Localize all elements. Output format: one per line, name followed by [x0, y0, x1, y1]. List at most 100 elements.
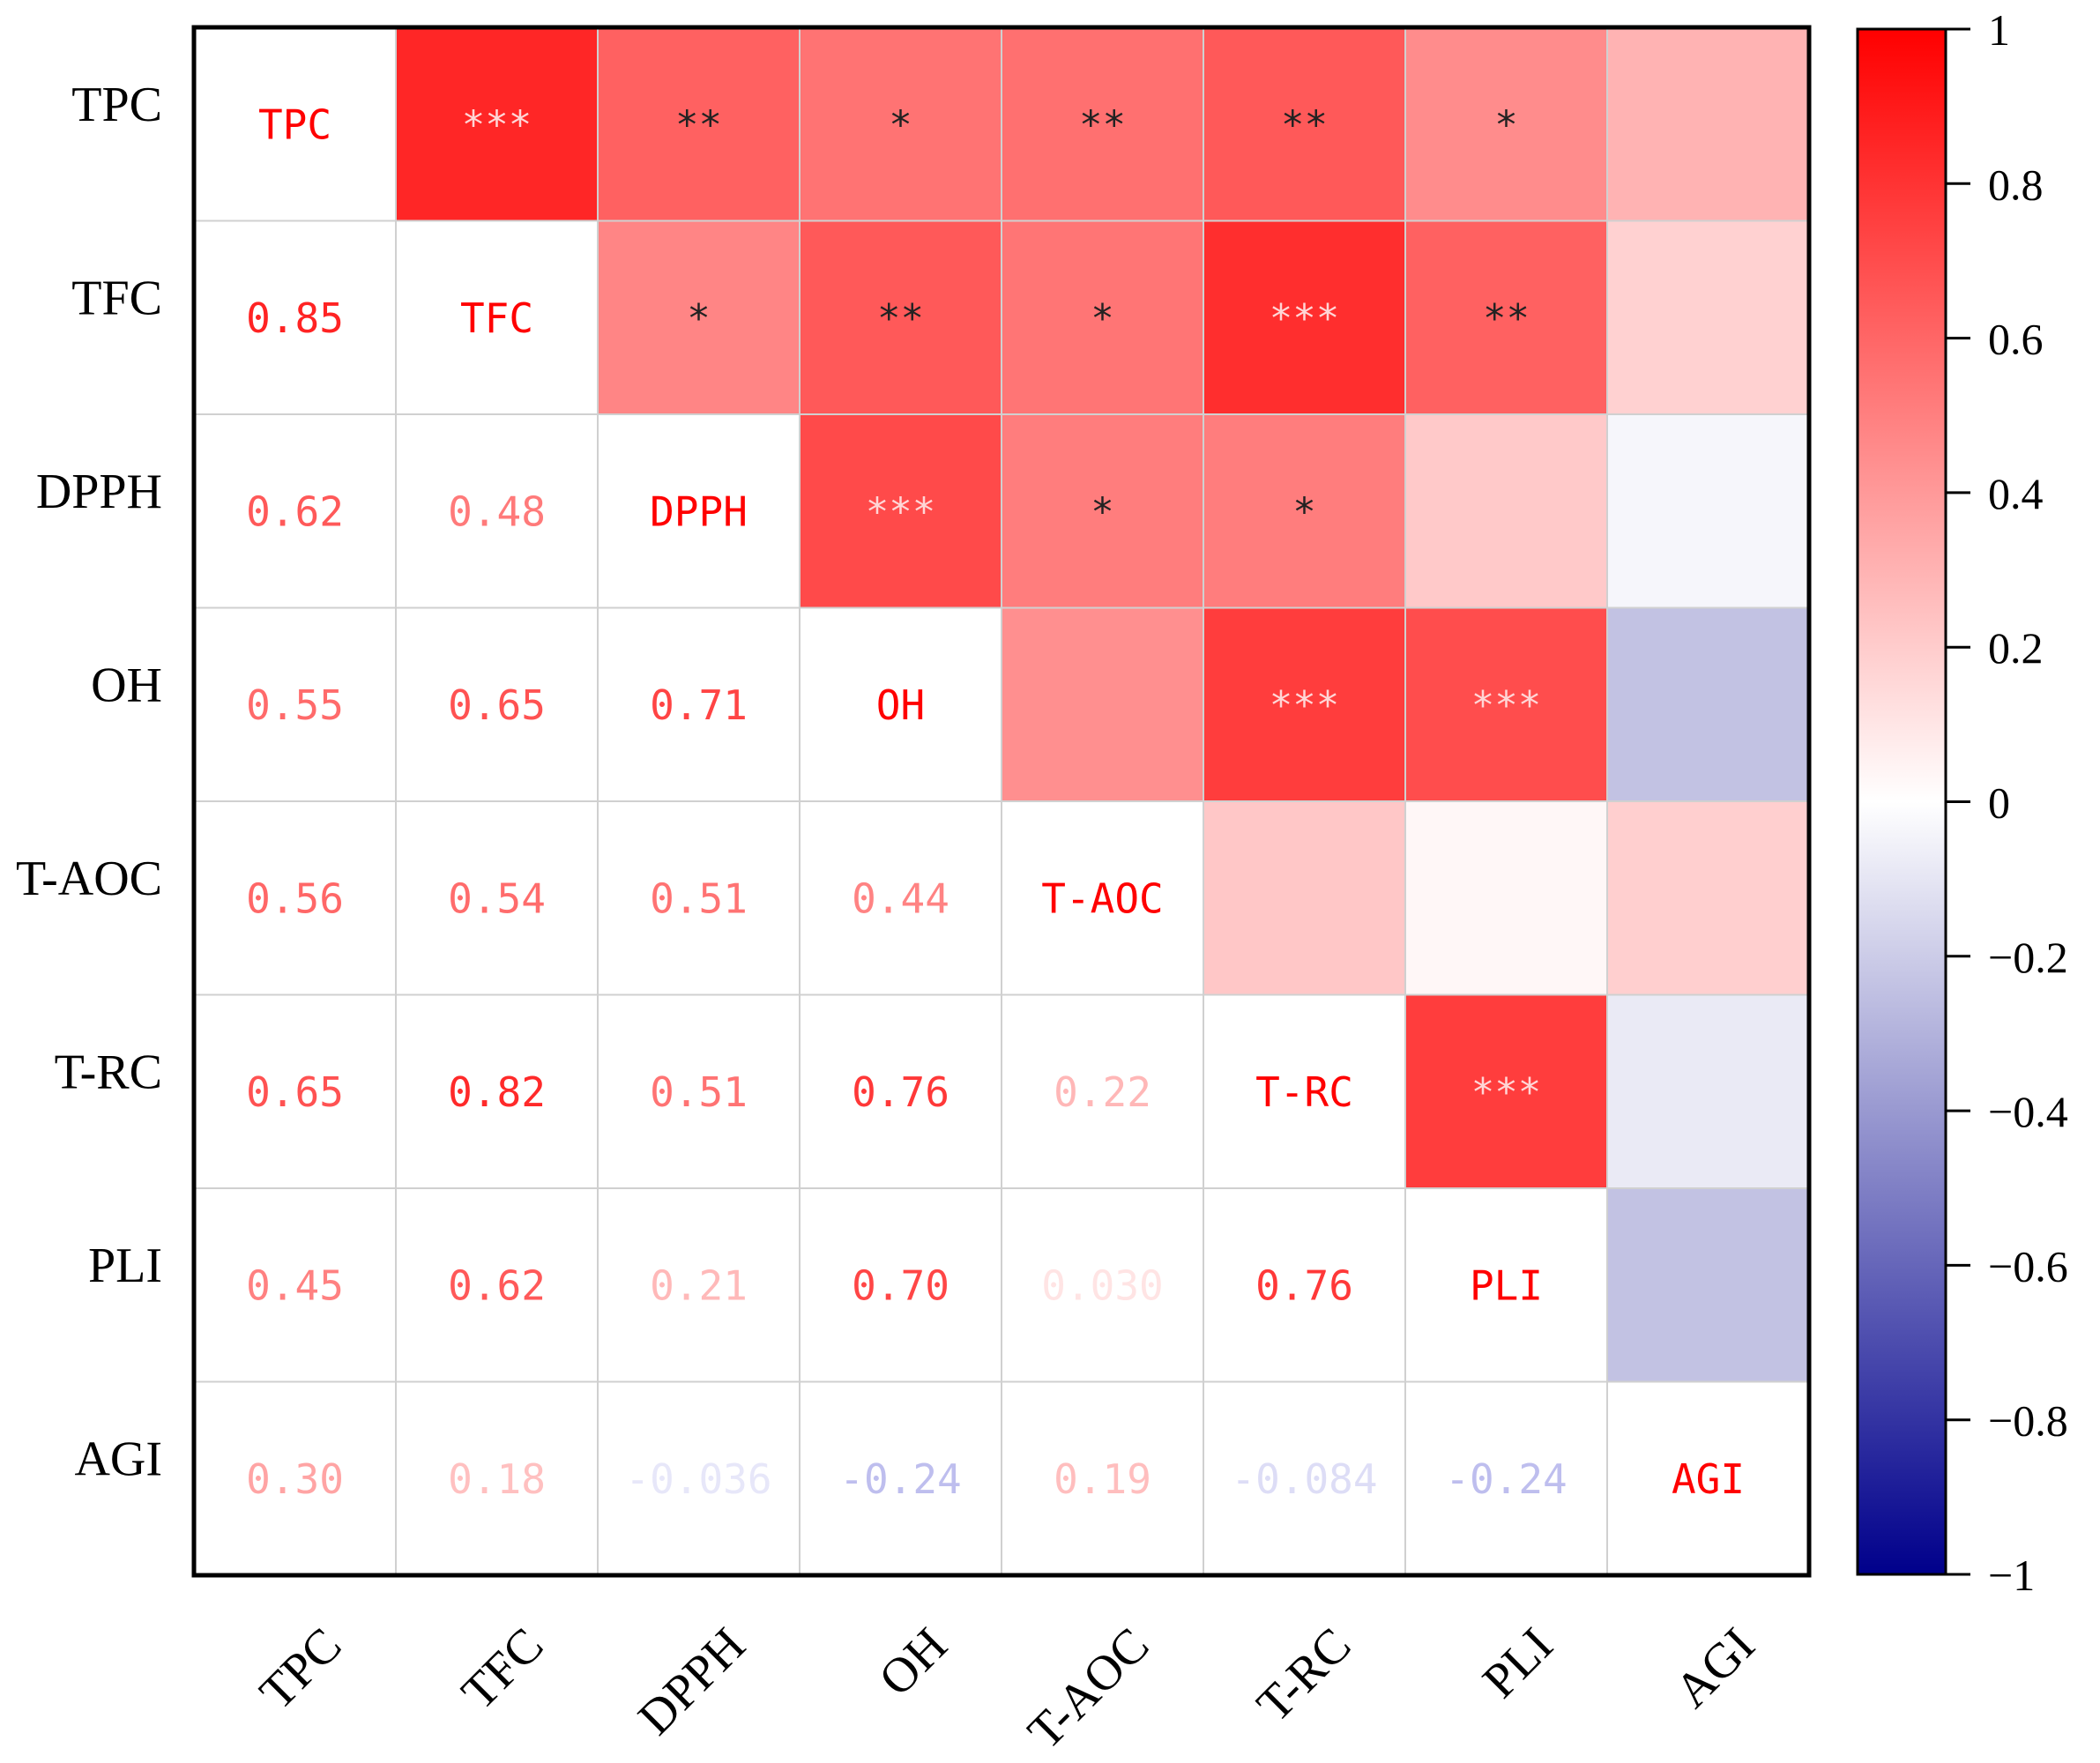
heatmap-cell — [395, 1187, 599, 1383]
colorbar-tick-label: 1 — [1988, 5, 2010, 55]
column-label: PLI — [1472, 1618, 1563, 1708]
cell-value-label: 0.18 — [448, 1455, 546, 1503]
colorbar-gradient — [1856, 27, 1947, 1576]
heatmap-cell — [1404, 413, 1608, 609]
significance-marker: * — [1494, 103, 1518, 148]
heatmap-cell — [1203, 800, 1406, 996]
heatmap-cell — [193, 800, 397, 996]
heatmap-cell — [193, 1187, 397, 1383]
colorbar-tick-label: 0.2 — [1988, 623, 2044, 673]
significance-marker: *** — [1471, 683, 1541, 728]
cell-value-label: 0.55 — [246, 681, 344, 729]
cell-value-label: 0.48 — [448, 487, 546, 535]
heatmap-cell — [1001, 26, 1204, 222]
heatmap-cell — [1001, 800, 1204, 996]
heatmap-cell — [395, 606, 599, 802]
heatmap-cell — [1404, 1187, 1608, 1383]
heatmap-cell — [193, 1380, 397, 1576]
row-label: TFC — [71, 271, 162, 325]
column-labels: TPC TFC DPPH OH T-AOC T-RC PLI AGI — [249, 1618, 1765, 1759]
heatmap-cell — [597, 413, 801, 609]
heatmap-cell — [1001, 413, 1204, 609]
heatmap-cell — [1001, 1187, 1204, 1383]
heatmap-cell — [1606, 800, 1810, 996]
diagonal-variable-label: T-AOC — [1041, 874, 1163, 922]
cell-value-label: 0.22 — [1054, 1068, 1151, 1116]
column-label: TPC — [249, 1618, 352, 1720]
cell-value-label: 0.21 — [650, 1261, 748, 1309]
heatmap-cell — [395, 800, 599, 996]
diagonal-variable-label: OH — [876, 681, 925, 729]
column-label: TFC — [451, 1618, 554, 1720]
cell-value-label: 0.65 — [246, 1068, 344, 1116]
heatmap-cell-labels: TPC *** ** * ** ** *0.85 TFC * ** * *** **0.62 0.48 DP… — [246, 100, 1745, 1503]
heatmap-cell — [1203, 993, 1406, 1189]
heatmap-cell — [1203, 413, 1406, 609]
heatmap-cell — [1203, 606, 1406, 802]
cell-value-label: 0.62 — [448, 1261, 546, 1309]
cell-value-label: 0.76 — [1255, 1261, 1353, 1309]
heatmap-cell — [1404, 219, 1608, 415]
diagonal-variable-label: TPC — [258, 100, 331, 148]
diagonal-variable-label: TFC — [460, 294, 533, 342]
cell-value-label: 0.70 — [852, 1261, 949, 1309]
heatmap-cell — [799, 1380, 1002, 1576]
colorbar-ticks: 1 0.8 0.6 0.4 0.2 0 −0.2 −0.4 −0.6 −0.8 −1 — [1946, 5, 2068, 1600]
heatmap-cell — [395, 26, 599, 222]
row-label: T-AOC — [16, 852, 162, 906]
column-label: T-AOC — [1017, 1618, 1159, 1759]
heatmap-cell — [799, 1187, 1002, 1383]
row-label: OH — [91, 658, 162, 712]
colorbar-tick-label: −0.4 — [1988, 1087, 2068, 1136]
column-label: OH — [868, 1618, 957, 1707]
significance-marker: * — [687, 296, 711, 341]
heatmap-cells — [193, 26, 1810, 1576]
heatmap-cell — [1203, 219, 1406, 415]
row-label: T-RC — [55, 1045, 162, 1099]
cell-value-label: 0.44 — [852, 874, 949, 922]
heatmap-cell — [1203, 1380, 1406, 1576]
cell-value-label: 0.56 — [246, 874, 344, 922]
cell-value-label: -0.24 — [839, 1455, 961, 1503]
cell-value-label: 0.45 — [246, 1261, 344, 1309]
cell-value-label: 0.51 — [650, 874, 748, 922]
colorbar-tick-label: −0.6 — [1988, 1241, 2068, 1291]
cell-value-label: 0.71 — [650, 681, 748, 729]
plot-frame — [191, 25, 1812, 1578]
heatmap-cell — [1203, 26, 1406, 222]
cell-value-label: 0.19 — [1054, 1455, 1151, 1503]
diagonal-variable-label: T-RC — [1255, 1068, 1353, 1116]
significance-marker: * — [1091, 296, 1114, 341]
colorbar-tick-label: 0.8 — [1988, 160, 2044, 209]
heatmap-cell — [1404, 800, 1608, 996]
significance-marker: *** — [1270, 296, 1339, 341]
heatmap-cell — [1606, 26, 1810, 222]
significance-marker: *** — [1270, 683, 1339, 728]
row-label: AGI — [74, 1432, 162, 1486]
colorbar: 1 0.8 0.6 0.4 0.2 0 −0.2 −0.4 −0.6 −0.8 −1 — [1856, 5, 2068, 1600]
cell-value-label: 0.82 — [448, 1068, 546, 1116]
cell-value-label: 0.76 — [852, 1068, 949, 1116]
heatmap-cell — [1606, 413, 1810, 609]
heatmap-cell — [1001, 219, 1204, 415]
heatmap-cell — [597, 219, 801, 415]
row-label: TPC — [71, 78, 162, 132]
colorbar-tick-label: −1 — [1988, 1551, 2035, 1600]
heatmap-cell — [597, 1380, 801, 1576]
heatmap-cell — [1606, 606, 1810, 802]
row-labels: TPC TFC DPPH OH T-AOC T-RC PLI AGI — [16, 78, 162, 1487]
significance-marker: * — [1091, 490, 1114, 535]
cell-value-label: 0.51 — [650, 1068, 748, 1116]
heatmap-cell — [193, 606, 397, 802]
heatmap-cell — [1001, 1380, 1204, 1576]
cell-value-label: 0.85 — [246, 294, 344, 342]
colorbar-tick-label: 0.6 — [1988, 315, 2044, 364]
heatmap-cell — [193, 26, 397, 222]
significance-marker: * — [889, 103, 912, 148]
colorbar-tick-label: 0.4 — [1988, 469, 2044, 518]
cell-value-label: -0.24 — [1445, 1455, 1567, 1503]
heatmap-cell — [1606, 993, 1810, 1189]
heatmap-cell — [193, 413, 397, 609]
heatmap-cell — [1001, 993, 1204, 1189]
